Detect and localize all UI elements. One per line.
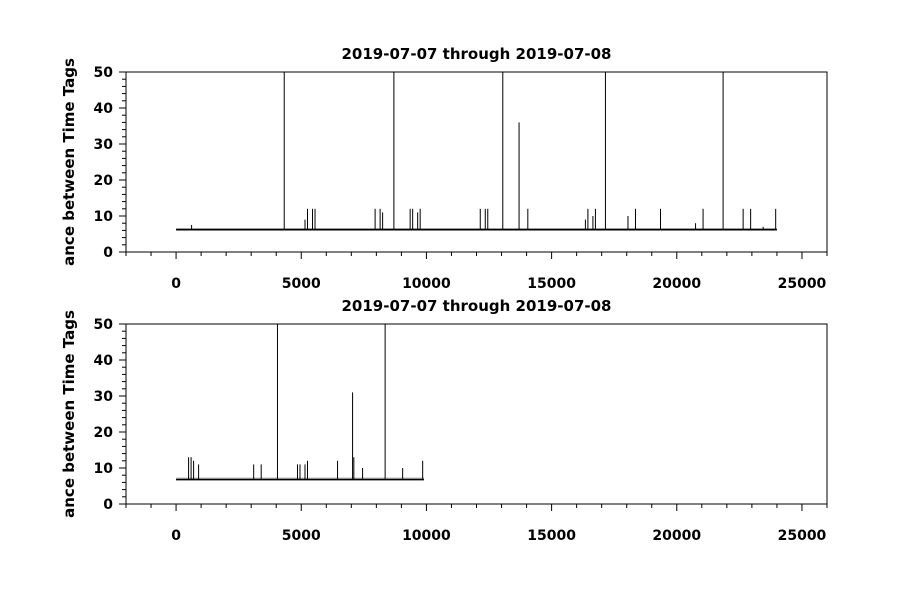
x-tick-label: 20000 bbox=[652, 528, 701, 544]
y-tick-label: 20 bbox=[94, 173, 114, 189]
plot-frame bbox=[125, 323, 828, 505]
x-tick-label: 10000 bbox=[402, 276, 451, 292]
y-axis-label: ance between Time Tags bbox=[60, 58, 78, 266]
x-tick-label: 0 bbox=[171, 276, 181, 292]
y-tick-label: 30 bbox=[94, 389, 114, 405]
chart-title: 2019-07-07 through 2019-07-08 bbox=[342, 45, 612, 63]
y-tick-label: 50 bbox=[94, 317, 114, 333]
chart-panel-top: 2019-07-07 through 2019-07-08 ance betwee… bbox=[60, 45, 828, 292]
x-tick-label: 25000 bbox=[778, 528, 827, 544]
y-tick-label: 0 bbox=[103, 497, 113, 513]
y-tick-label: 0 bbox=[103, 245, 113, 261]
x-tick-label: 15000 bbox=[527, 528, 576, 544]
chart-panel-bottom: 2019-07-07 through 2019-07-08 ance betwee… bbox=[60, 297, 828, 544]
y-tick-label: 50 bbox=[94, 65, 114, 81]
x-tick-label: 5000 bbox=[282, 276, 321, 292]
chart-title: 2019-07-07 through 2019-07-08 bbox=[342, 297, 612, 315]
y-axis-label: ance between Time Tags bbox=[60, 310, 78, 518]
x-tick-label: 15000 bbox=[527, 276, 576, 292]
x-tick-label: 0 bbox=[171, 528, 181, 544]
x-tick-label: 25000 bbox=[778, 276, 827, 292]
x-tick-label: 5000 bbox=[282, 528, 321, 544]
y-tick-label: 40 bbox=[94, 353, 114, 369]
y-tick-label: 10 bbox=[94, 209, 114, 225]
plot-frame bbox=[125, 71, 828, 253]
y-tick-label: 40 bbox=[94, 101, 114, 117]
y-tick-label: 20 bbox=[94, 425, 114, 441]
x-tick-label: 10000 bbox=[402, 528, 451, 544]
x-tick-label: 20000 bbox=[652, 276, 701, 292]
y-tick-label: 30 bbox=[94, 137, 114, 153]
y-tick-label: 10 bbox=[94, 461, 114, 477]
